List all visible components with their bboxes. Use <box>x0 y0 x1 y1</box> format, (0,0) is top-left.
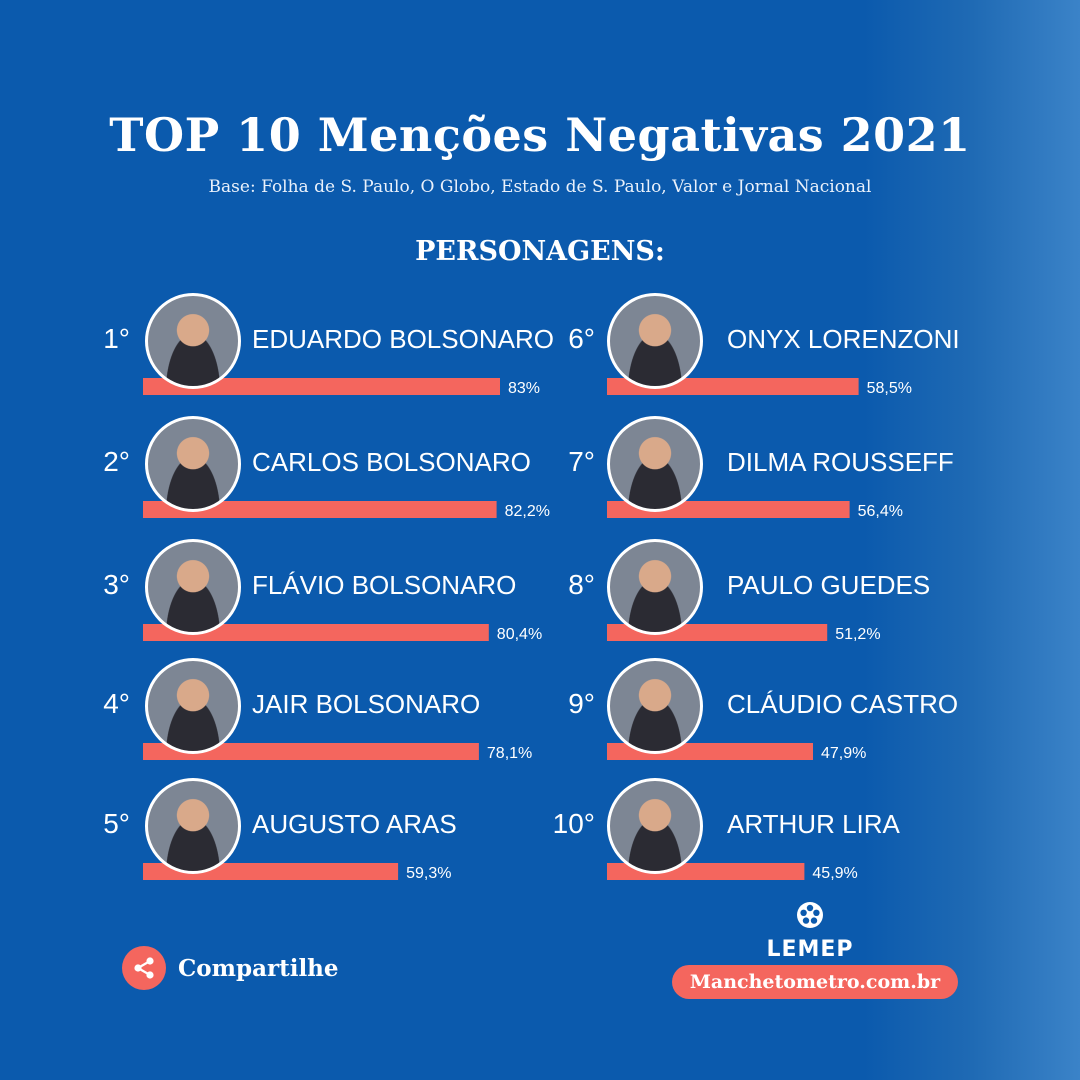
chart-title: TOP 10 Menções Negativas 2021 <box>109 108 971 162</box>
data-label: 83% <box>508 380 540 397</box>
data-label: 82,2% <box>505 503 550 520</box>
share-button[interactable]: Compartilhe <box>122 946 339 990</box>
rank-label: 6° <box>568 323 595 354</box>
person-avatar <box>607 658 703 754</box>
person-name: EDUARDO BOLSONARO <box>252 324 554 354</box>
rank-label: 4° <box>103 688 130 719</box>
person-avatar <box>145 539 241 635</box>
share-icon <box>122 946 166 990</box>
person-avatar <box>607 778 703 874</box>
person-avatar <box>145 778 241 874</box>
data-label: 58,5% <box>867 380 912 397</box>
rank-label: 9° <box>568 688 595 719</box>
person-name: CARLOS BOLSONARO <box>252 447 531 477</box>
bar <box>143 501 497 518</box>
site-link[interactable]: Manchetometro.com.br <box>672 965 958 999</box>
rank-label: 8° <box>568 569 595 600</box>
person-avatar <box>145 416 241 512</box>
person-name: FLÁVIO BOLSONARO <box>252 570 517 600</box>
person-name: JAIR BOLSONARO <box>252 689 481 719</box>
person-avatar <box>145 658 241 754</box>
chart-subtitle: Base: Folha de S. Paulo, O Globo, Estado… <box>208 177 872 197</box>
person-avatar <box>607 539 703 635</box>
person-name: CLÁUDIO CASTRO <box>727 689 959 719</box>
rank-label: 3° <box>103 569 130 600</box>
person-avatar <box>607 416 703 512</box>
data-label: 47,9% <box>821 745 866 762</box>
rank-label: 5° <box>103 808 130 839</box>
person-name: AUGUSTO ARAS <box>252 809 457 839</box>
rank-label: 10° <box>552 808 595 839</box>
person-name: PAULO GUEDES <box>727 570 931 600</box>
data-label: 45,9% <box>812 865 857 882</box>
person-avatar <box>145 293 241 389</box>
data-label: 80,4% <box>497 626 542 643</box>
person-avatar <box>607 293 703 389</box>
film-reel-icon <box>797 902 823 928</box>
rank-label: 7° <box>568 446 595 477</box>
data-label: 56,4% <box>858 503 903 520</box>
bar <box>143 743 479 760</box>
rank-label: 1° <box>103 323 130 354</box>
person-name: ONYX LORENZONI <box>727 324 960 354</box>
data-label: 78,1% <box>487 745 532 762</box>
person-name: ARTHUR LIRA <box>727 809 900 839</box>
section-label: PERSONAGENS: <box>415 236 665 267</box>
lemep-logo: LEMEP <box>760 900 860 962</box>
person-name: DILMA ROUSSEFF <box>727 447 954 477</box>
data-label: 51,2% <box>835 626 880 643</box>
bar <box>143 378 500 395</box>
data-label: 59,3% <box>406 865 451 882</box>
share-label: Compartilhe <box>178 954 339 982</box>
rank-label: 2° <box>103 446 130 477</box>
logo-text: LEMEP <box>766 937 854 962</box>
bar <box>143 624 489 641</box>
